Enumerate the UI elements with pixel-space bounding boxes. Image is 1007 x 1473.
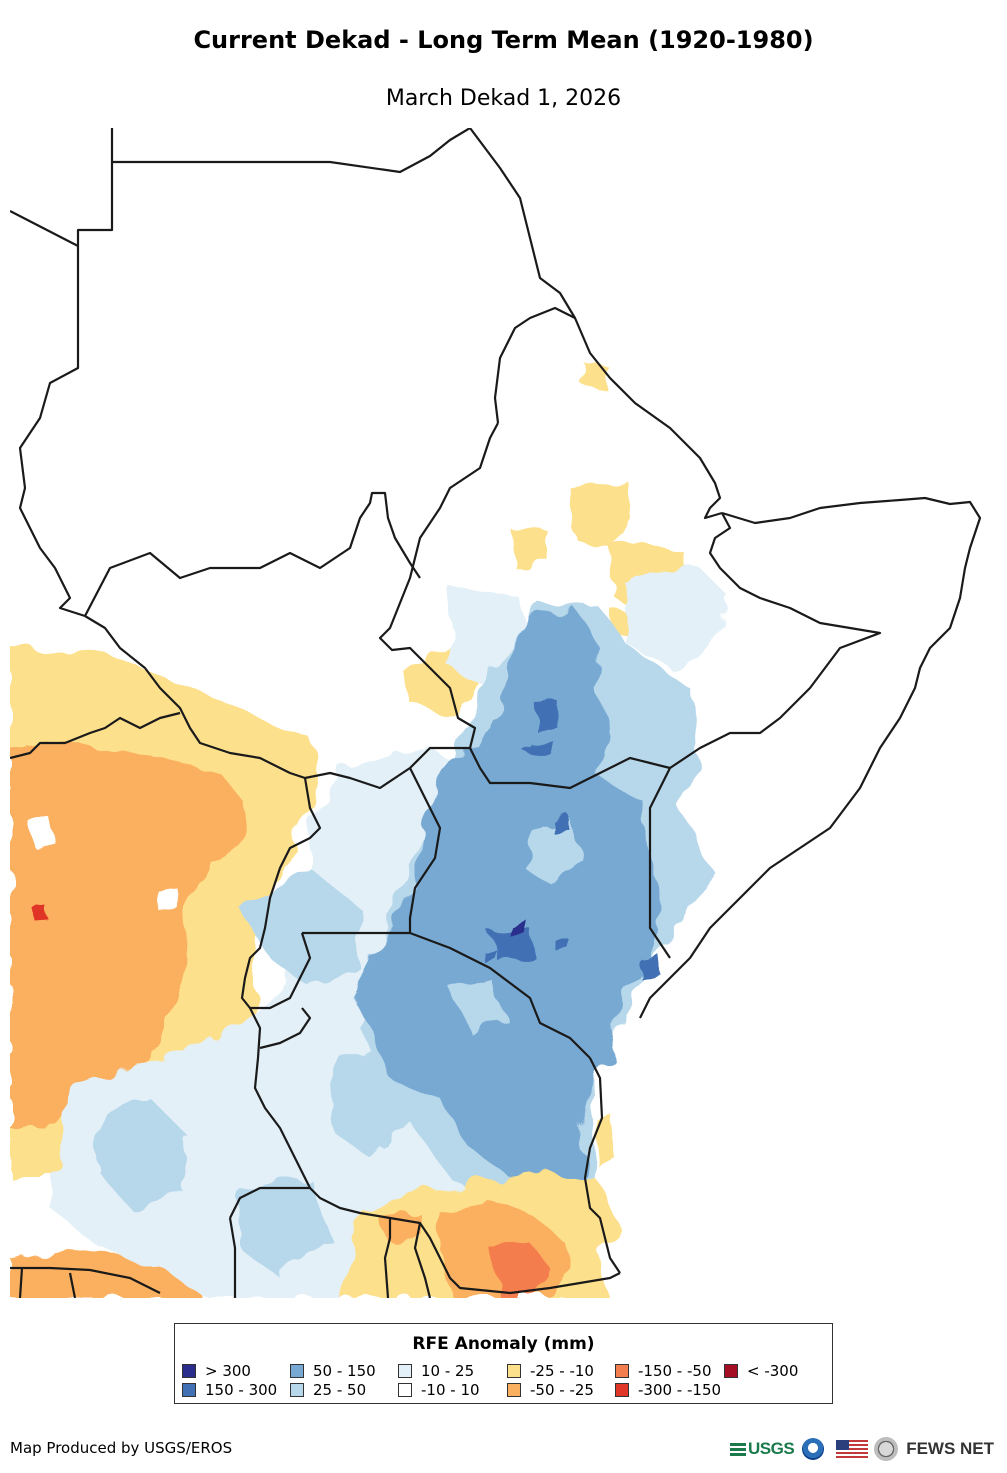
legend-item: -50 - -25 [507,1381,594,1399]
wet-zone-extreme [508,916,526,936]
legend-label: 25 - 50 [313,1381,367,1399]
legend-item: > 300 [182,1362,251,1380]
dry-zone-spot-west [32,906,47,919]
legend-title: RFE Anomaly (mm) [412,1334,595,1354]
legend-item: 150 - 300 [182,1381,277,1399]
dry-zone-moderate-west [10,743,250,1128]
state-department-seal-icon [874,1437,899,1461]
dry-zone-ethiopia [400,358,700,718]
map-subtitle: March Dekad 1, 2026 [385,86,622,111]
anomaly-field [10,358,730,1298]
legend-swatch [724,1364,738,1378]
legend-label: 10 - 25 [421,1362,475,1380]
wet-zone-medium-inner [450,728,640,1033]
legend-item: -150 - -50 [615,1362,712,1380]
legend-item: 25 - 50 [290,1381,366,1399]
legend-label: -300 - -150 [638,1381,722,1399]
legend-label: 50 - 150 [313,1362,376,1380]
legend-swatch [290,1383,304,1397]
legend-swatch [507,1364,521,1378]
legend-item: < -300 [724,1362,798,1380]
legend-item: -25 - -10 [507,1362,594,1380]
legend-swatch [615,1383,629,1397]
map-title: Current Dekad - Long Term Mean (1920-198… [193,26,814,54]
legend-box: RFE Anomaly (mm) > 300 150 - 300 50 - 15… [174,1323,833,1404]
usgs-logo-text: USGS [748,1439,795,1458]
logo-strip: USGS FEWS NET [730,1436,994,1462]
legend-item: 10 - 25 [398,1362,474,1380]
legend-item: -300 - -150 [615,1381,721,1399]
legend-swatch [507,1383,521,1397]
usgs-logo-icon [730,1442,746,1456]
country-borders [10,128,982,1298]
legend-swatch [398,1383,412,1397]
dry-zone-coast [595,1113,615,1168]
legend-label: -25 - -10 [530,1362,594,1380]
legend-swatch [182,1383,196,1397]
legend-swatch [615,1364,629,1378]
us-flag-icon [836,1440,869,1458]
wet-zone-strong [350,608,660,1188]
legend-label: 150 - 300 [205,1381,278,1399]
map-credit: Map Produced by USGS/EROS [10,1439,233,1457]
legend-item: -10 - 10 [398,1381,480,1399]
fews-net-logo-text: FEWS NET [906,1439,995,1458]
wet-zone-medium-west [95,868,410,1278]
legend-swatch [182,1364,196,1378]
rainfall-anomaly-map [10,128,982,1298]
dry-zone-strong-south [490,1243,550,1298]
legend-swatch [398,1364,412,1378]
legend-label: < -300 [747,1362,799,1380]
legend-label: > 300 [205,1362,251,1380]
legend-label: -150 - -50 [638,1362,712,1380]
wet-zone-very-strong [480,698,662,978]
legend-swatch [290,1364,304,1378]
dry-zone-white-patches [30,818,178,910]
legend-label: -50 - -25 [530,1381,594,1399]
noaa-logo-icon [802,1438,825,1460]
legend-label: -10 - 10 [421,1381,480,1399]
legend-item: 50 - 150 [290,1362,376,1380]
